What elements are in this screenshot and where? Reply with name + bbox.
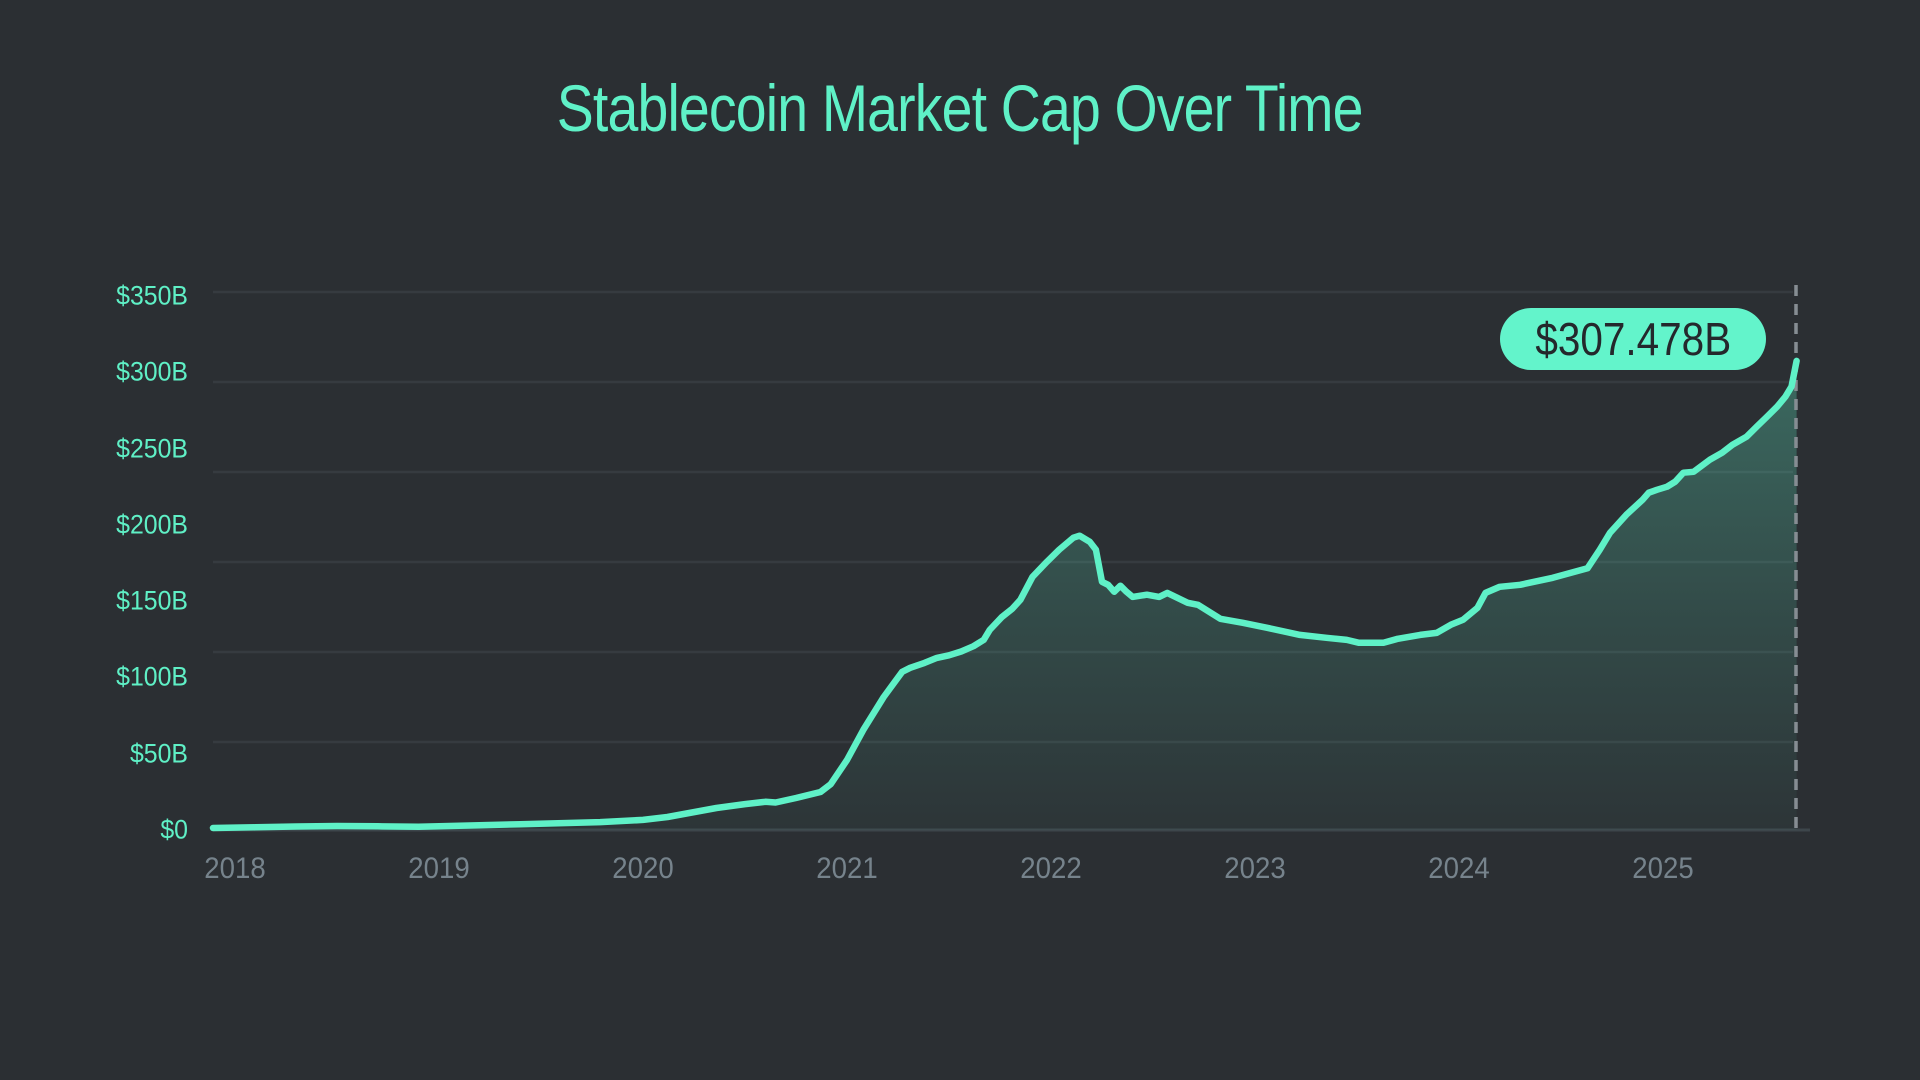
page-title: Stablecoin Market Cap Over Time [0, 70, 1920, 146]
x-axis-tick-label: 2023 [1224, 852, 1286, 885]
market-cap-line [209, 357, 1800, 832]
current-value-badge: $307.478B [1500, 308, 1766, 370]
chart-title-text: Stablecoin Market Cap Over Time [557, 71, 1364, 145]
y-axis-tick-label: $100B [116, 661, 188, 692]
y-axis-tick-label: $50B [129, 738, 188, 769]
y-axis-tick-label: $150B [116, 585, 188, 616]
x-axis-tick-label: 2020 [612, 852, 674, 885]
y-axis-tick-label: $300B [116, 356, 188, 387]
current-value-text: $307.478B [1535, 313, 1731, 365]
y-axis-tick-label: $200B [116, 509, 188, 540]
x-axis-tick-label: 2022 [1020, 852, 1082, 885]
x-axis-tick-label: 2021 [816, 852, 878, 885]
x-axis-tick-label: 2024 [1428, 852, 1490, 885]
x-axis-tick-label: 2025 [1632, 852, 1694, 885]
area-fill [213, 360, 1797, 830]
x-axis-tick-label: 2018 [204, 852, 266, 885]
y-axis-tick-label: $0 [160, 814, 188, 845]
y-axis-tick-label: $250B [116, 433, 188, 464]
x-axis-tick-label: 2019 [408, 852, 470, 885]
y-axis-tick-label: $350B [116, 280, 188, 311]
